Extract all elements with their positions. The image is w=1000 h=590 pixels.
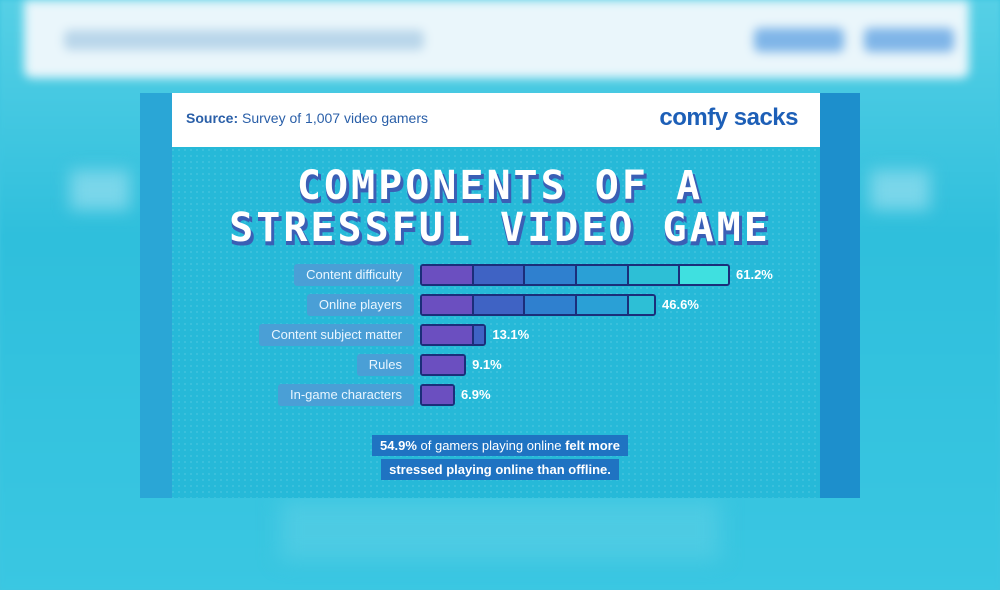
bar-segment [576, 266, 629, 284]
category-label: Content difficulty [294, 264, 414, 286]
blurred-header-button [864, 28, 954, 52]
infographic-panel: Source: Survey of 1,007 video gamers com… [140, 93, 860, 498]
bar-segment [422, 386, 453, 404]
blurred-decoration [870, 170, 930, 210]
blurred-decoration [280, 500, 720, 560]
footnote-line-2: stressed playing online than offline. [140, 458, 860, 482]
value-label: 13.1% [492, 327, 530, 342]
category-label: In-game characters [278, 384, 414, 406]
blurred-header-button [754, 28, 844, 52]
footnote-line-1: 54.9% of gamers playing online felt more [140, 434, 860, 458]
bar-segment [525, 296, 577, 314]
source-bar: Source: Survey of 1,007 video gamers com… [172, 93, 820, 147]
blurred-header [24, 0, 969, 78]
bar [420, 324, 487, 346]
bar-segment [525, 266, 577, 284]
value-label: 61.2% [736, 267, 773, 282]
bar-segment [422, 296, 474, 314]
category-label: Rules [356, 354, 414, 376]
bar [420, 384, 455, 406]
source-label: Source: [186, 110, 239, 126]
bar-segment [422, 266, 474, 284]
bar-segment [473, 296, 526, 314]
blurred-header-text [64, 30, 424, 50]
blurred-decoration [70, 170, 130, 210]
bar-segment [422, 356, 465, 374]
footnote-conclusion: stressed playing online than offline. [389, 462, 611, 477]
chart-title-line-1: COMPONENTS OF A [296, 163, 704, 209]
bar-segment [628, 266, 681, 284]
brand-logo: comfy sacks [659, 104, 798, 131]
bar-segment [576, 296, 629, 314]
bar-segment [628, 296, 654, 314]
bar-segment [422, 326, 474, 344]
bar [420, 294, 657, 316]
value-label: 46.6% [662, 297, 699, 312]
bar [420, 354, 467, 376]
panel-edge [140, 93, 172, 498]
bar-segment [680, 266, 728, 284]
source-text: Source: Survey of 1,007 video gamers [186, 110, 428, 126]
bar-segment [473, 326, 485, 344]
panel-edge [820, 93, 860, 498]
bar-segment [473, 266, 526, 284]
source-description: Survey of 1,007 video gamers [242, 110, 429, 126]
footnote-emphasis: felt more [565, 438, 620, 453]
footnote-text: of gamers playing online [416, 438, 566, 453]
category-label: Online players [306, 294, 414, 316]
value-label: 9.1% [472, 357, 502, 372]
category-label: Content subject matter [259, 324, 414, 346]
bar [420, 264, 730, 286]
footnote-stat: 54.9% [380, 438, 417, 453]
value-label: 6.9% [460, 387, 491, 402]
chart-title-line-2: STRESSFUL VIDEO GAME [229, 205, 771, 251]
